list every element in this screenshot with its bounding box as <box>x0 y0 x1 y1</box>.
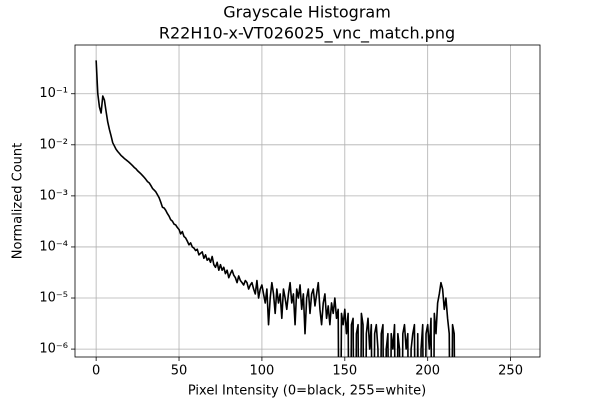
y-axis-label: Normalized Count <box>11 143 26 259</box>
x-tick-label: 50 <box>171 364 188 379</box>
y-tick-label: 10⁻¹ <box>39 86 68 101</box>
data-line <box>95 60 456 357</box>
chart-subtitle: R22H10-x-VT026025_vnc_match.png <box>159 24 455 44</box>
x-tick-label: 0 <box>92 364 100 379</box>
plot-frame <box>74 44 541 358</box>
x-tick-label: 100 <box>249 364 274 379</box>
y-tick-label: 10⁻⁴ <box>39 239 68 254</box>
y-tick-label: 10⁻² <box>39 137 68 152</box>
x-tick-label: 150 <box>332 364 357 379</box>
x-tick-label: 200 <box>415 364 440 379</box>
y-tick-label: 10⁻⁵ <box>39 291 68 306</box>
chart-title: Grayscale Histogram <box>223 3 391 22</box>
x-tick-label: 250 <box>498 364 523 379</box>
x-axis-label: Pixel Intensity (0=black, 255=white) <box>188 384 426 399</box>
y-tick-label: 10⁻³ <box>39 188 68 203</box>
y-tick-label: 10⁻⁶ <box>39 342 68 357</box>
